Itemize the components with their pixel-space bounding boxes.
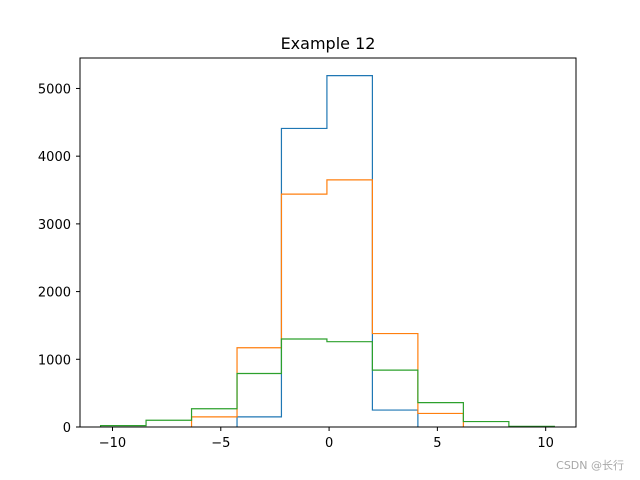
- plot-frame: [79, 57, 577, 428]
- series-layer: [99, 75, 555, 427]
- axes-layer: −10 −5 0 5 10 0 1000 2000 3000 4000 5000: [38, 57, 577, 451]
- y-tick-label: 1000: [38, 353, 71, 368]
- y-tick-label: 0: [63, 421, 71, 436]
- chart-title: Example 12: [281, 34, 376, 53]
- series-3-step-line: [99, 338, 555, 427]
- x-tick-label: −10: [99, 436, 126, 451]
- x-tick-label: −5: [211, 436, 230, 451]
- y-tick-label: 4000: [38, 150, 71, 165]
- y-tick-label: 5000: [38, 82, 71, 97]
- watermark-text: CSDN @长行: [556, 459, 624, 472]
- x-tick-label: 10: [537, 436, 554, 451]
- x-tick-label: 0: [325, 436, 333, 451]
- y-tick-label: 2000: [38, 286, 71, 301]
- x-tick-label: 5: [433, 436, 441, 451]
- y-tick-label: 3000: [38, 218, 71, 233]
- series-1-step-line: [236, 75, 419, 427]
